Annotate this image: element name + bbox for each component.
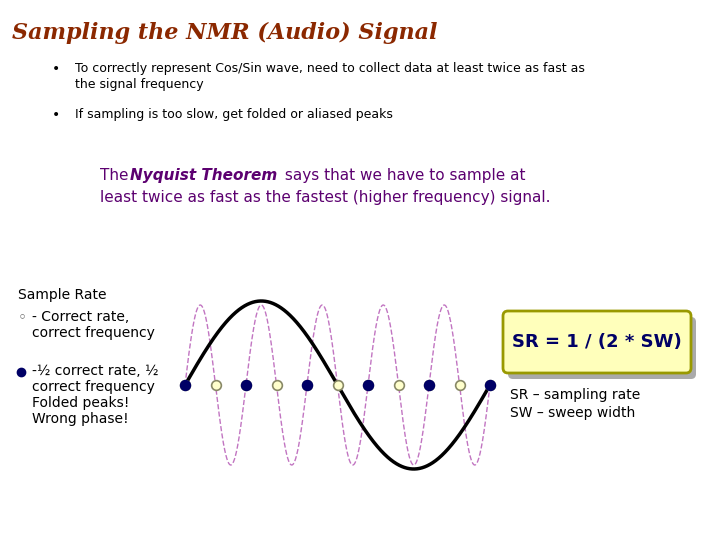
Text: -½ correct rate, ½: -½ correct rate, ½ xyxy=(32,364,158,378)
Text: •: • xyxy=(52,108,60,122)
Text: Folded peaks!: Folded peaks! xyxy=(32,396,130,410)
Text: Nyquist Theorem: Nyquist Theorem xyxy=(130,168,277,183)
Text: says that we have to sample at: says that we have to sample at xyxy=(280,168,526,183)
Text: Sample Rate: Sample Rate xyxy=(18,288,107,302)
Text: the signal frequency: the signal frequency xyxy=(75,78,204,91)
Text: •: • xyxy=(52,62,60,76)
Text: ◦: ◦ xyxy=(18,310,27,325)
FancyBboxPatch shape xyxy=(503,311,691,373)
Text: least twice as fast as the fastest (higher frequency) signal.: least twice as fast as the fastest (high… xyxy=(100,190,551,205)
Text: To correctly represent Cos/Sin wave, need to collect data at least twice as fast: To correctly represent Cos/Sin wave, nee… xyxy=(75,62,585,75)
Text: SW – sweep width: SW – sweep width xyxy=(510,406,635,420)
Text: correct frequency: correct frequency xyxy=(32,380,155,394)
Text: SR – sampling rate: SR – sampling rate xyxy=(510,388,640,402)
Text: SR = 1 / (2 * SW): SR = 1 / (2 * SW) xyxy=(512,333,682,351)
Text: - Correct rate,: - Correct rate, xyxy=(32,310,130,324)
Text: correct frequency: correct frequency xyxy=(32,326,155,340)
FancyBboxPatch shape xyxy=(508,317,696,379)
Text: The: The xyxy=(100,168,133,183)
Text: Wrong phase!: Wrong phase! xyxy=(32,412,129,426)
Text: Sampling the NMR (Audio) Signal: Sampling the NMR (Audio) Signal xyxy=(12,22,438,44)
Text: If sampling is too slow, get folded or aliased peaks: If sampling is too slow, get folded or a… xyxy=(75,108,393,121)
